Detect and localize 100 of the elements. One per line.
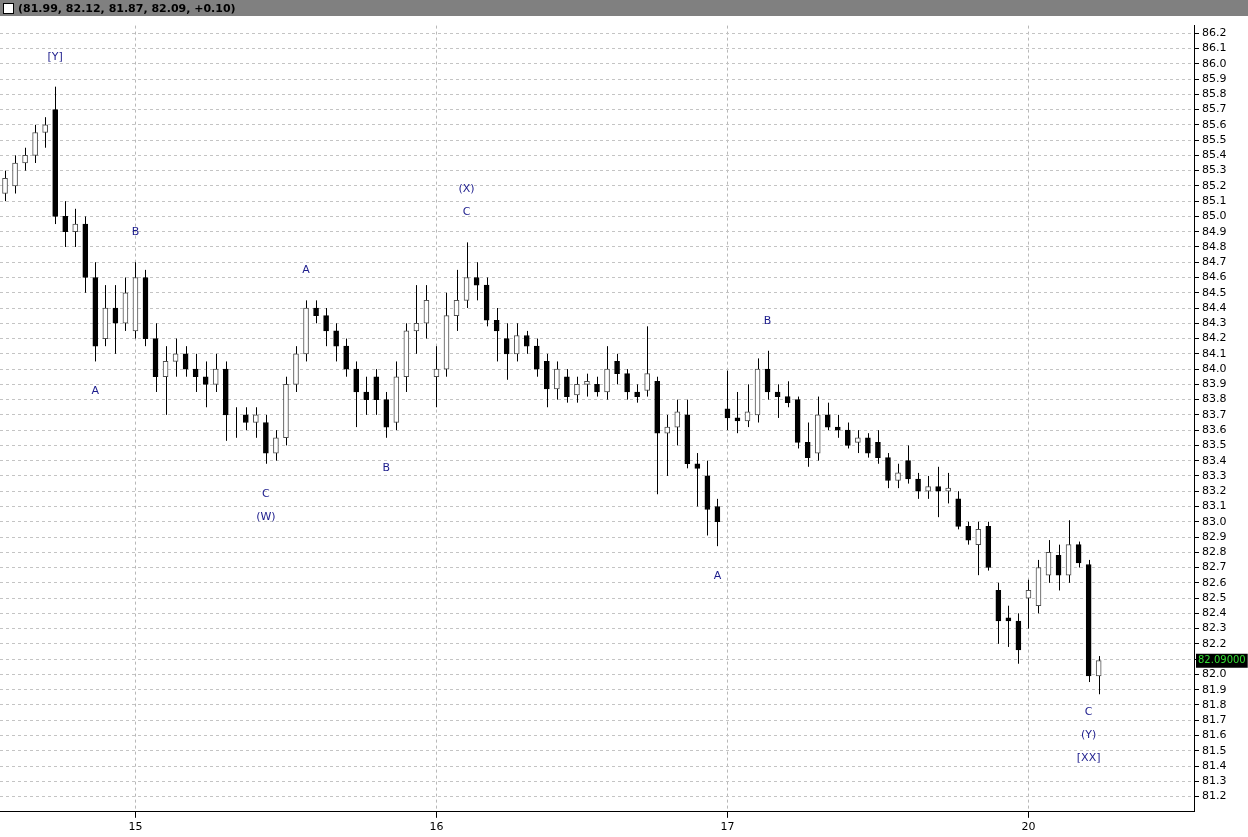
candlestick: [523, 330, 530, 355]
candlestick: [323, 307, 329, 347]
candlestick: [865, 432, 871, 459]
candlestick: [965, 521, 972, 546]
y-tick-label: 82.3: [1202, 621, 1227, 635]
y-tick-label: 85.9: [1202, 71, 1227, 85]
candlestick: [584, 373, 590, 398]
candlestick: [62, 200, 69, 248]
text: (X) C: [458, 182, 475, 219]
x-tick-label: 17: [720, 820, 735, 834]
candlestick: [513, 322, 520, 362]
candlestick: [895, 463, 901, 489]
candlestick: [875, 429, 881, 465]
y-tick-label: 85.7: [1202, 102, 1227, 116]
candlestick: [2, 170, 8, 202]
x-tick-label: 16: [429, 820, 444, 834]
y-tick-label: 82.7: [1202, 560, 1227, 574]
text: A: [713, 569, 722, 583]
chart-title: (81.99, 82.12, 81.87, 82.09, +0.10): [18, 1, 236, 15]
y-tick-label: 82.9: [1202, 529, 1227, 543]
y-tick-label: 82.2: [1202, 636, 1227, 650]
y-tick-label: 81.2: [1202, 789, 1227, 803]
candlestick: [564, 368, 570, 404]
candlestick: [313, 299, 319, 324]
text: C (W): [256, 486, 276, 523]
text: C (Y) [XX]: [1076, 704, 1101, 764]
y-tick-label: 85.3: [1202, 163, 1227, 177]
y-tick-label: 83.5: [1202, 438, 1227, 452]
candlestick: [212, 353, 219, 393]
y-tick-label: 81.5: [1202, 743, 1227, 757]
y-tick-label: 83.7: [1202, 407, 1227, 421]
y-tick-label: 86.1: [1202, 41, 1227, 55]
x-tick-label: 15: [128, 820, 143, 834]
candlestick: [503, 322, 510, 381]
candlestick: [363, 376, 370, 416]
candlestick: [353, 360, 360, 428]
text: [Y]: [47, 49, 63, 63]
candlestick: [574, 376, 580, 404]
candlestick: [333, 322, 339, 362]
y-tick-label: 83.9: [1202, 377, 1227, 391]
text: B: [131, 225, 140, 239]
candlestick: [242, 406, 249, 431]
text: B: [763, 313, 772, 327]
y-tick-label: 84.2: [1202, 331, 1227, 345]
y-tick-label: 81.3: [1202, 774, 1227, 788]
y-tick-label: 83.3: [1202, 468, 1227, 482]
candlestick: [72, 208, 79, 248]
y-tick-label: 82.8: [1202, 545, 1227, 559]
candlestick: [172, 338, 179, 378]
candlestick: [32, 124, 38, 164]
candlestick: [885, 452, 891, 489]
y-tick-label: 81.8: [1202, 697, 1227, 711]
y-tick-label: 84.1: [1202, 346, 1227, 360]
candlestick: [533, 338, 540, 378]
candlestick: [343, 338, 349, 378]
y-tick-label: 86.2: [1202, 26, 1227, 40]
x-tick-label: 20: [1021, 820, 1036, 834]
candlestick: [925, 475, 931, 500]
y-tick-label: 84.7: [1202, 255, 1227, 269]
y-tick-label: 85.4: [1202, 148, 1227, 162]
candlestick: [42, 116, 48, 149]
candlestick: [845, 422, 851, 449]
y-tick-label: 84.5: [1202, 285, 1227, 299]
y-tick-label: 82.0: [1202, 667, 1227, 681]
y-tick-label: 83.4: [1202, 453, 1227, 467]
y-tick-label: 83.0: [1202, 514, 1227, 528]
y-tick-label: 81.4: [1202, 758, 1227, 772]
y-tick-label: 84.8: [1202, 239, 1227, 253]
candlestick: [935, 466, 941, 518]
candlestick: [824, 402, 831, 431]
candlestick: [905, 444, 911, 485]
y-tick-label: 81.6: [1202, 728, 1227, 742]
candlestick: [22, 147, 28, 172]
candlestick: [804, 422, 811, 468]
candlestick: [1095, 655, 1102, 695]
y-tick-label: 85.6: [1202, 117, 1227, 131]
y-tick-label: 84.3: [1202, 316, 1227, 330]
y-tick-label: 85.0: [1202, 209, 1227, 223]
y-tick-label: 84.6: [1202, 270, 1227, 284]
candlestick: [915, 472, 921, 500]
candlestick: [975, 521, 982, 576]
y-tick-label: 81.9: [1202, 682, 1227, 696]
candlestick: [855, 429, 861, 454]
y-tick-label: 83.2: [1202, 484, 1227, 498]
y-tick-label: 83.1: [1202, 499, 1227, 513]
y-tick-label: 82.5: [1202, 590, 1227, 604]
y-tick-label: 86.0: [1202, 56, 1227, 70]
y-tick-label: 85.8: [1202, 87, 1227, 101]
candlestick: [644, 325, 650, 398]
candlestick: [253, 406, 259, 439]
y-tick-label: 85.2: [1202, 178, 1227, 192]
candlestick: [614, 353, 620, 385]
candlestick: [554, 360, 560, 401]
candlestick: [634, 383, 640, 404]
y-tick-label: 81.7: [1202, 713, 1227, 727]
candlestick: [945, 472, 952, 504]
text: A: [91, 384, 100, 398]
y-tick-label: 84.4: [1202, 300, 1227, 314]
candlestick: [202, 360, 209, 408]
candlestick: [694, 452, 701, 507]
